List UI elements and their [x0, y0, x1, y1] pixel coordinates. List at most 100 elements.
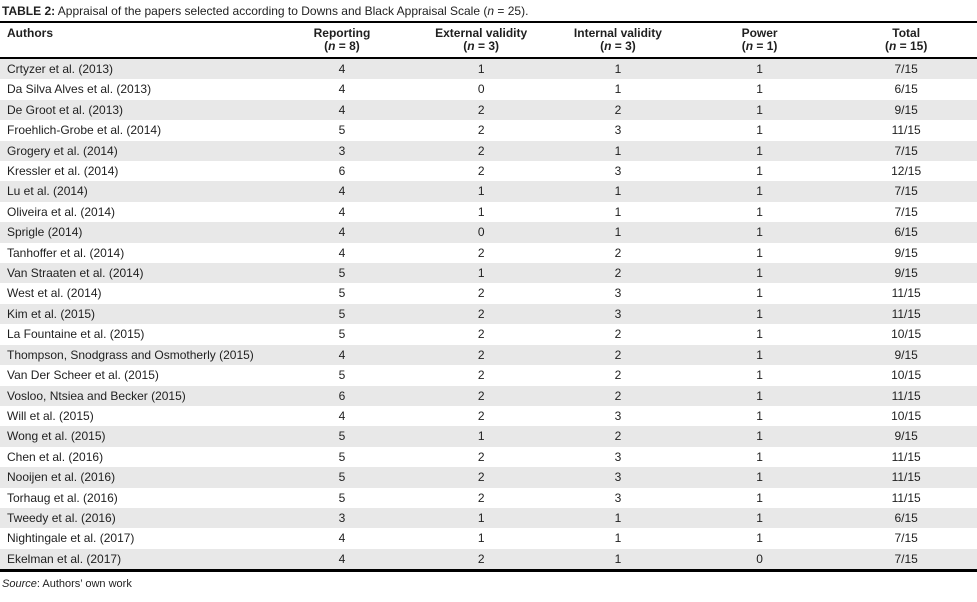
external-validity-cell: 2: [477, 388, 485, 403]
column-header-internal-validity-n: (n = 3): [600, 39, 636, 53]
total-cell: 9/15: [894, 102, 918, 117]
internal-validity-cell: 3: [614, 123, 622, 138]
author-cell: Kressler et al. (2014): [7, 164, 119, 179]
table-row: Grogery et al. (2014) 3 2 1 1 7/15: [0, 140, 977, 162]
table-row: Chen et al. (2016) 5 2 3 1 11/15: [0, 446, 977, 468]
table-row: Kim et al. (2015) 5 2 3 1 11/15: [0, 303, 977, 325]
total-cell: 11/15: [891, 470, 921, 485]
column-header-reporting: Reporting (n = 8): [273, 23, 411, 59]
external-validity-cell: 2: [477, 449, 485, 464]
internal-validity-cell: 3: [614, 164, 622, 179]
external-validity-cell: 0: [477, 225, 485, 240]
total-cell: 11/15: [891, 286, 921, 301]
column-header-internal-validity: Internal validity (n = 3): [551, 23, 684, 59]
author-cell: Tanhoffer et al. (2014): [7, 245, 125, 260]
power-cell: 1: [756, 531, 763, 546]
external-validity-cell: 2: [477, 347, 485, 362]
table-row: De Groot et al. (2013) 4 2 2 1 9/15: [0, 99, 977, 121]
column-header-total-n: (n = 15): [884, 39, 928, 53]
external-validity-cell: 2: [477, 490, 485, 505]
column-header-power-n: (n = 1): [741, 39, 778, 53]
internal-validity-cell: 1: [614, 204, 622, 219]
table-row: Tweedy et al. (2016) 3 1 1 1 6/15: [0, 507, 977, 529]
author-cell: Crtyzer et al. (2013): [7, 62, 114, 76]
power-cell: 1: [756, 510, 763, 525]
total-cell: 11/15: [891, 449, 921, 464]
power-cell: 1: [756, 347, 763, 362]
author-cell: Van Straaten et al. (2014): [7, 266, 144, 281]
author-cell: Da Silva Alves et al. (2013): [7, 82, 152, 97]
table-row: Lu et al. (2014) 4 1 1 1 7/15: [0, 181, 977, 202]
total-cell: 6/15: [894, 82, 918, 97]
internal-validity-cell: 2: [614, 347, 622, 362]
table-row: West et al. (2014) 5 2 3 1 11/15: [0, 283, 977, 304]
external-validity-cell: 2: [477, 123, 485, 138]
external-validity-cell: 0: [477, 82, 485, 97]
internal-validity-cell: 3: [614, 286, 622, 301]
table-row: Froehlich-Grobe et al. (2014) 5 2 3 1 11…: [0, 120, 977, 141]
column-header-total-label: Total: [892, 26, 921, 40]
reporting-cell: 4: [338, 551, 346, 566]
internal-validity-cell: 3: [614, 449, 622, 464]
author-cell: De Groot et al. (2013): [7, 102, 124, 117]
total-cell: 12/15: [891, 164, 922, 179]
external-validity-cell: 2: [477, 164, 485, 179]
external-validity-cell: 1: [477, 184, 485, 199]
column-header-total: Total (n = 15): [835, 23, 977, 59]
total-cell: 9/15: [894, 266, 918, 281]
source-note-text: : Authors’ own work: [36, 578, 132, 591]
reporting-cell: 6: [338, 388, 346, 403]
total-cell: 7/15: [894, 184, 918, 199]
reporting-cell: 5: [338, 429, 346, 444]
reporting-cell: 5: [338, 368, 346, 383]
table-row: Van Der Scheer et al. (2015) 5 2 2 1 10/…: [0, 365, 977, 386]
power-cell: 1: [756, 143, 763, 158]
external-validity-cell: 1: [477, 62, 485, 76]
table-row: Ekelman et al. (2017) 4 2 1 0 7/15: [0, 548, 977, 571]
power-cell: 1: [756, 327, 763, 342]
table-row: Da Silva Alves et al. (2013) 4 0 1 1 6/1…: [0, 79, 977, 100]
external-validity-cell: 2: [477, 143, 485, 158]
author-cell: Tweedy et al. (2016): [7, 510, 116, 525]
author-cell: Will et al. (2015): [7, 408, 94, 423]
total-cell: 7/15: [894, 204, 918, 219]
total-cell: 11/15: [891, 388, 921, 403]
power-cell: 1: [756, 286, 763, 301]
header-row: Authors Reporting (n = 8) External valid…: [0, 23, 977, 59]
total-cell: 7/15: [894, 143, 918, 158]
reporting-cell: 5: [338, 123, 346, 138]
external-validity-cell: 2: [477, 286, 485, 301]
external-validity-cell: 1: [477, 204, 485, 219]
internal-validity-cell: 3: [614, 306, 622, 321]
author-cell: Lu et al. (2014): [7, 184, 88, 199]
total-cell: 9/15: [894, 429, 918, 444]
total-cell: 11/15: [891, 490, 921, 505]
reporting-cell: 3: [338, 510, 346, 525]
table-row: La Fountaine et al. (2015) 5 2 2 1 10/15: [0, 324, 977, 345]
table-row: Tanhoffer et al. (2014) 4 2 2 1 9/15: [0, 242, 977, 264]
source-note: Source: Authors’ own work: [0, 572, 977, 596]
internal-validity-cell: 1: [614, 143, 622, 158]
power-cell: 1: [756, 408, 763, 423]
external-validity-cell: 2: [477, 408, 485, 423]
internal-validity-cell: 2: [614, 388, 622, 403]
power-cell: 1: [756, 368, 763, 383]
total-cell: 7/15: [894, 531, 918, 546]
reporting-cell: 5: [338, 470, 346, 485]
power-cell: 0: [756, 551, 763, 566]
power-cell: 1: [756, 490, 763, 505]
power-cell: 1: [756, 429, 763, 444]
internal-validity-cell: 1: [614, 82, 622, 97]
reporting-cell: 4: [338, 184, 346, 199]
author-cell: La Fountaine et al. (2015): [7, 327, 145, 342]
table-header: Authors Reporting (n = 8) External valid…: [0, 23, 977, 59]
total-cell: 11/15: [891, 123, 921, 138]
author-cell: Nightingale et al. (2017): [7, 531, 135, 546]
total-cell: 6/15: [894, 225, 918, 240]
column-header-power: Power (n = 1): [683, 23, 836, 59]
reporting-cell: 6: [338, 164, 346, 179]
appraisal-table-body: Crtyzer et al. (2013) 4 1 1 1 7/15 Da Si…: [0, 58, 977, 571]
reporting-cell: 5: [338, 490, 346, 505]
author-cell: Grogery et al. (2014): [7, 143, 118, 158]
